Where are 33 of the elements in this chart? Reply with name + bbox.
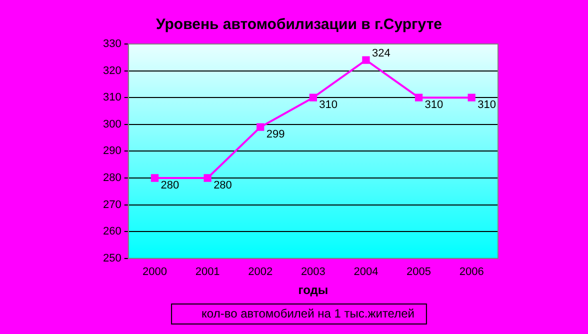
x-tick-label: 2000 [142, 266, 167, 278]
x-tick-label: 2006 [459, 266, 484, 278]
point [204, 174, 212, 182]
x-axis-title: годы [298, 283, 328, 298]
point [414, 94, 423, 102]
data-label: 324 [372, 48, 390, 60]
data-label: 280 [214, 180, 232, 192]
y-tick-label: 320 [102, 64, 122, 77]
point [309, 94, 318, 102]
x-tick-label: 2003 [300, 266, 326, 278]
data-label: 280 [160, 180, 180, 192]
x-tick-label: 2004 [354, 266, 378, 278]
point [362, 56, 370, 64]
x-tick-label: 2002 [248, 266, 273, 278]
y-tick-label: 270 [102, 198, 122, 211]
data-label: 310 [424, 99, 444, 112]
y-tick-label: 330 [102, 38, 122, 50]
point [150, 174, 159, 182]
y-tick-label: 280 [102, 172, 122, 184]
point [256, 123, 264, 131]
chart-title: Уровень автомобилизации в г.Сургуте [156, 16, 442, 34]
data-label: 310 [319, 99, 338, 112]
y-tick-label: 310 [102, 92, 122, 104]
x-tick-label: 2001 [195, 266, 220, 278]
y-tick-label: 250 [102, 252, 122, 264]
y-tick-label: 260 [102, 226, 122, 238]
x-tick-label: 2005 [406, 266, 432, 278]
data-label: 299 [266, 128, 285, 141]
text: кол-во автомобилей на 1 тыс.жителей [202, 306, 414, 320]
point [468, 94, 476, 102]
data-label: 310 [478, 99, 496, 112]
y-tick-label: 300 [102, 118, 122, 130]
y-tick-label: 290 [102, 145, 122, 158]
